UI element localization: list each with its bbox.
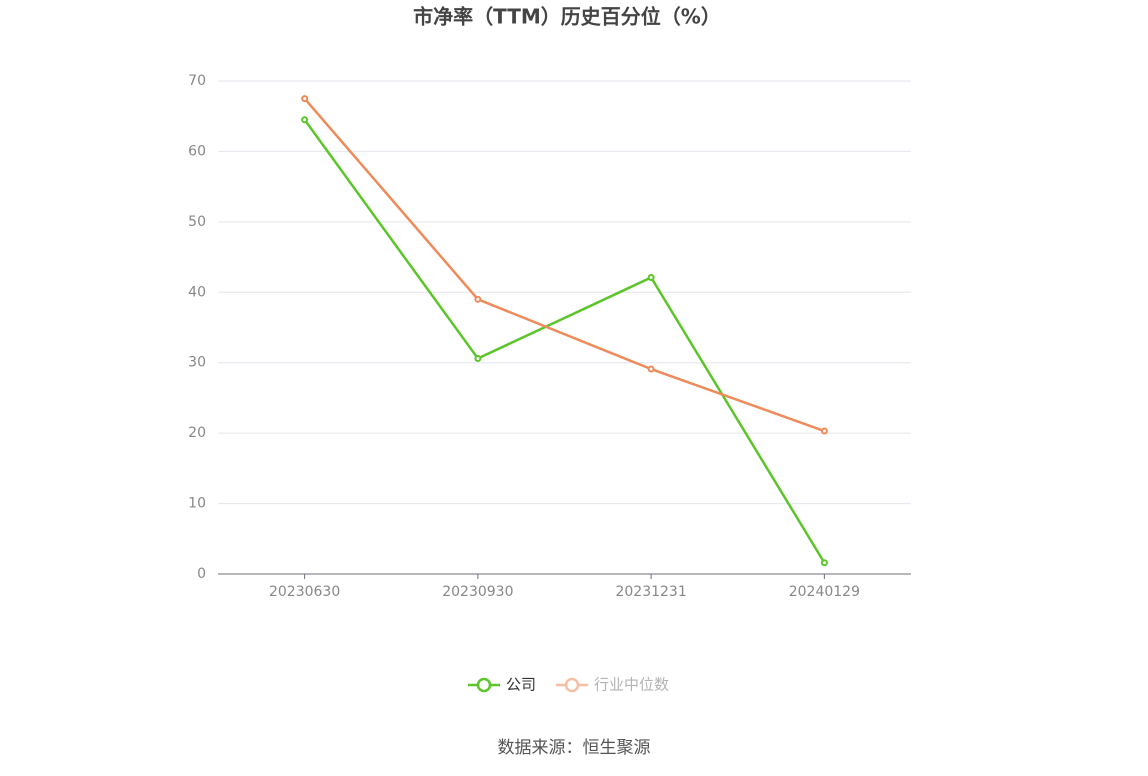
series-line — [303, 97, 825, 433]
y-tick-label: 20 — [188, 425, 206, 441]
y-tick-label: 30 — [188, 355, 206, 371]
data-point — [820, 559, 828, 567]
y-tick-label: 60 — [188, 143, 206, 159]
data-point — [820, 427, 828, 435]
legend-item[interactable]: 行业中位数 — [556, 676, 669, 694]
x-tick-label: 20231231 — [615, 584, 686, 600]
x-tick-label: 20230930 — [442, 584, 513, 600]
y-tick-label: 40 — [188, 284, 206, 300]
x-tick-label: 20230630 — [269, 584, 340, 600]
x-tick-label: 20240129 — [789, 584, 860, 600]
series-line — [303, 119, 826, 564]
data-point — [301, 116, 309, 124]
source-note: 数据来源：恒生聚源 — [498, 738, 651, 758]
legend-label: 公司 — [506, 676, 536, 694]
legend-marker — [476, 677, 492, 693]
y-tick-label: 50 — [188, 214, 206, 230]
data-point — [647, 273, 655, 281]
y-tick-label: 70 — [188, 73, 206, 89]
legend-label: 行业中位数 — [594, 676, 669, 694]
data-point — [474, 354, 482, 362]
chart-title: 市净率（TTM）历史百分位（%） — [413, 5, 721, 29]
y-tick-label: 0 — [197, 566, 206, 582]
legend-item[interactable]: 公司 — [468, 676, 536, 694]
data-point — [647, 365, 655, 373]
data-point — [474, 295, 482, 303]
legend-marker — [564, 677, 580, 693]
data-point — [301, 95, 309, 103]
y-tick-label: 10 — [188, 496, 206, 512]
